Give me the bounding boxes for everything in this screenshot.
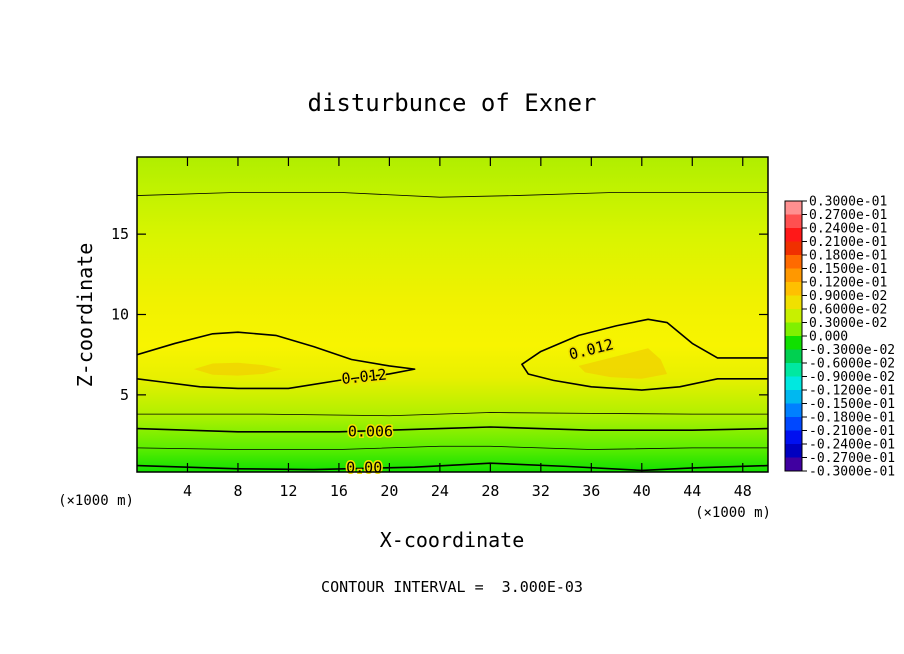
fill-band-core-right — [578, 348, 668, 379]
y-tick-label: 15 — [111, 225, 129, 243]
legend-label: 0.6000e-02 — [809, 303, 887, 318]
legend-label: 0.9000e-02 — [809, 289, 887, 304]
legend-label: 0.1800e-01 — [809, 249, 887, 264]
x-tick-label: 4 — [183, 482, 192, 500]
x-tick-label: 12 — [279, 482, 297, 500]
x-tick-label: 24 — [431, 482, 449, 500]
contour-label: 0.006 — [348, 422, 393, 440]
legend-swatch — [785, 255, 802, 269]
legend-label: 0.2100e-01 — [809, 235, 887, 250]
legend-label: 0.2400e-01 — [809, 222, 887, 237]
legend-swatch — [785, 214, 802, 229]
contour-interval: CONTOUR INTERVAL = 3.000E-03 — [321, 578, 583, 596]
legend-swatch — [785, 403, 802, 418]
legend-swatch — [785, 201, 802, 215]
contour-line-1 — [521, 318, 768, 391]
y-tick-label: 5 — [120, 386, 129, 404]
legend-label: -0.1800e-01 — [809, 411, 895, 426]
x-tick-label: 16 — [330, 482, 348, 500]
legend-label: 0.2700e-01 — [809, 208, 887, 223]
legend-label: -0.2400e-01 — [809, 438, 895, 453]
legend-swatch — [785, 457, 802, 472]
legend-label: 0.3000e-02 — [809, 316, 887, 331]
legend-label: -0.3000e-02 — [809, 343, 895, 358]
legend-swatch — [785, 309, 802, 323]
fill-band-core-left — [193, 362, 283, 376]
contour-line-5 — [137, 445, 768, 450]
legend-label: -0.6000e-02 — [809, 357, 895, 372]
x-tick-label: 28 — [481, 482, 499, 500]
x-tick-label: 48 — [734, 482, 752, 500]
color-legend: 0.3000e-010.2700e-010.2400e-010.2100e-01… — [784, 195, 895, 480]
legend-swatch — [785, 444, 802, 458]
legend-label: -0.9000e-02 — [809, 370, 895, 385]
legend-swatch — [785, 417, 802, 431]
legend-swatch — [785, 322, 802, 337]
legend-swatch — [785, 363, 802, 377]
legend-label: -0.2100e-01 — [809, 424, 895, 439]
x-tick-label: 44 — [683, 482, 701, 500]
plot-background — [137, 157, 768, 472]
legend-label: 0.1500e-01 — [809, 262, 887, 277]
legend-swatch — [785, 376, 802, 391]
contour-line-0 — [137, 331, 416, 390]
contour-line-4 — [137, 426, 768, 433]
contour-line-2 — [137, 191, 768, 198]
y-tick-label: 10 — [111, 306, 129, 324]
y-axis-label: Z-coordinate — [73, 243, 97, 388]
legend-swatch — [785, 390, 802, 404]
legend-swatch — [785, 336, 802, 350]
legend-swatch — [785, 349, 802, 364]
legend-label: -0.3000e-01 — [809, 465, 895, 480]
x-tick-label: 32 — [532, 482, 550, 500]
legend-label: 0.1200e-01 — [809, 276, 887, 291]
legend-swatch — [785, 295, 802, 310]
x-unit-left: (×1000 m) — [58, 493, 134, 509]
x-tick-label: 8 — [233, 482, 242, 500]
x-axis-label: X-coordinate — [380, 528, 525, 552]
legend-label: -0.1200e-01 — [809, 384, 895, 399]
contour-line-3 — [137, 412, 768, 417]
x-tick-label: 40 — [633, 482, 651, 500]
legend-swatch — [785, 228, 802, 242]
x-tick-label: 20 — [380, 482, 398, 500]
legend-swatch — [785, 282, 802, 296]
x-unit-right: (×1000 m) — [695, 505, 771, 521]
legend-label: -0.2700e-01 — [809, 451, 895, 466]
legend-label: -0.1500e-01 — [809, 397, 895, 412]
legend-swatch — [785, 241, 802, 256]
legend-label: 0.3000e-01 — [809, 195, 887, 210]
legend-swatch — [785, 430, 802, 445]
contour-label: 0.00 — [346, 458, 382, 476]
legend-swatch — [785, 268, 802, 283]
legend-label: 0.000 — [809, 330, 848, 345]
x-tick-label: 36 — [582, 482, 600, 500]
chart-title: disturbunce of Exner — [308, 89, 597, 117]
